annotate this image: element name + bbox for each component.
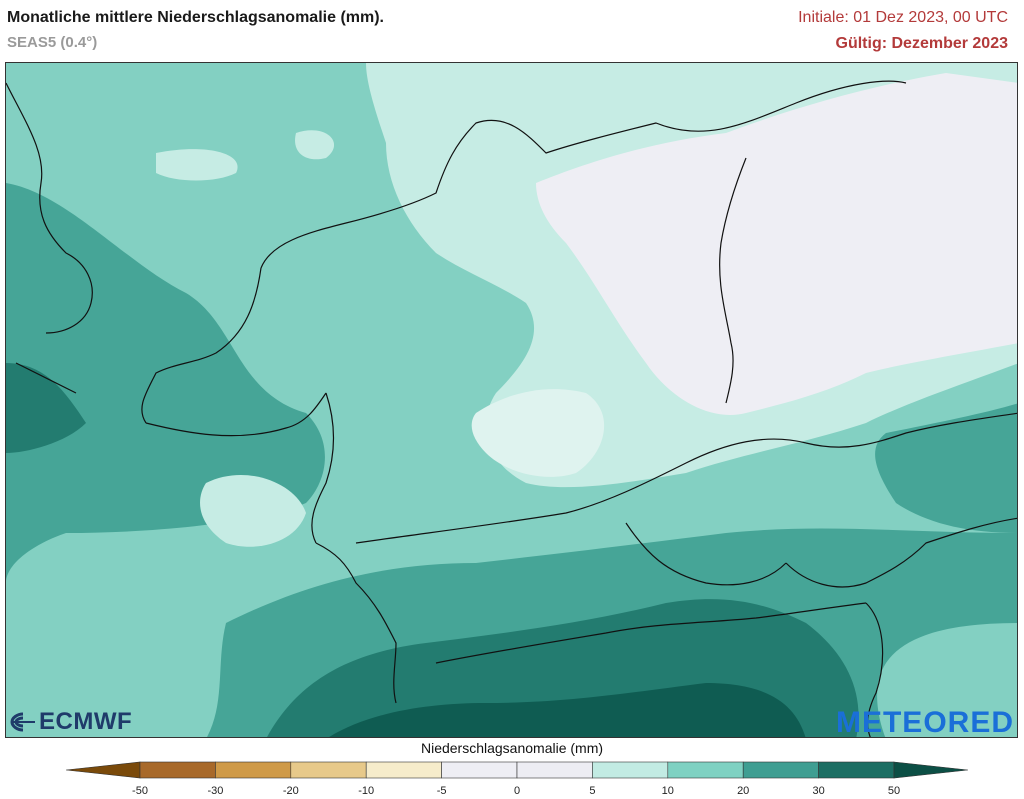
legend-tick-label: 30: [812, 785, 825, 797]
field-30-50-west: [6, 363, 86, 453]
legend-swatch: [592, 761, 669, 779]
legend-colorbar: [66, 761, 968, 779]
field-light-central: [471, 389, 605, 477]
legend-swatch: [818, 761, 895, 779]
legend-tick-label: -5: [436, 785, 447, 797]
legend-swatch: [441, 761, 518, 779]
field-5-10-sea-a: [156, 149, 238, 181]
ecmwf-mark-icon: [10, 712, 35, 732]
legend-swatch: [742, 761, 819, 779]
field-50-alps: [329, 683, 806, 737]
legend-swatch-above-max: [893, 761, 968, 779]
legend-title: Niederschlagsanomalie (mm): [420, 740, 604, 756]
legend-tick-label: -10: [358, 785, 375, 797]
precipitation-anomaly-map[interactable]: [5, 62, 1018, 738]
legend-swatch: [516, 761, 593, 779]
field-near-zero: [536, 73, 1017, 415]
field-5-10-west-spot: [200, 474, 306, 547]
legend-swatch: [365, 761, 442, 779]
map-title: Monatliche mittlere Niederschlagsanomali…: [7, 9, 384, 26]
field-5-10-sea-b: [295, 130, 335, 160]
legend-tick-label: 20: [737, 785, 750, 797]
country-borders: [6, 80, 1017, 737]
field-20-30-east: [875, 403, 1017, 533]
map-canvas: [6, 63, 1017, 737]
legend-swatch: [667, 761, 744, 779]
legend-swatch-below-min: [66, 761, 141, 779]
legend-tick-label: 10: [661, 785, 674, 797]
meteored-logo: METEORED: [835, 706, 1014, 739]
ecmwf-logo-text: ECMWF: [39, 708, 133, 735]
legend-swatch: [139, 761, 216, 779]
initial-time: Initiale: 01 Dez 2023, 00 UTC: [798, 9, 1008, 26]
legend-tick-label: -30: [207, 785, 224, 797]
legend-tick-label: -20: [282, 785, 299, 797]
legend-tick-label: 0: [513, 785, 521, 797]
legend-tick-label: 5: [589, 785, 596, 797]
legend-tick-label: -50: [132, 785, 148, 797]
valid-period: Gültig: Dezember 2023: [835, 35, 1009, 52]
legend-tick-label: 50: [887, 785, 901, 797]
legend-swatch: [290, 761, 367, 779]
model-label: SEAS5 (0.4°): [7, 34, 98, 51]
ecmwf-logo: ECMWF: [9, 708, 132, 736]
legend-swatch: [215, 761, 292, 779]
